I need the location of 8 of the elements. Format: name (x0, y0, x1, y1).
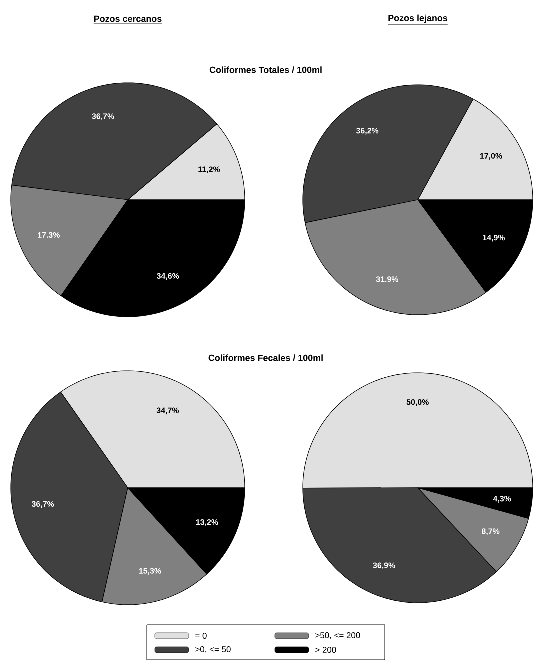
legend-label: >50, <= 200 (316, 632, 360, 640)
chart-title: Pozos cercanos (94, 16, 162, 22)
legend-label: >0, <= 50 (196, 646, 231, 654)
legend-label: > 200 (316, 647, 336, 653)
legend-label: = 0 (196, 633, 207, 639)
text: Coliformes Fecales / 100ml (208, 354, 323, 362)
chart-title: Pozos lejanos (388, 14, 448, 24)
text: Coliformes Totales / 100ml (210, 66, 322, 74)
